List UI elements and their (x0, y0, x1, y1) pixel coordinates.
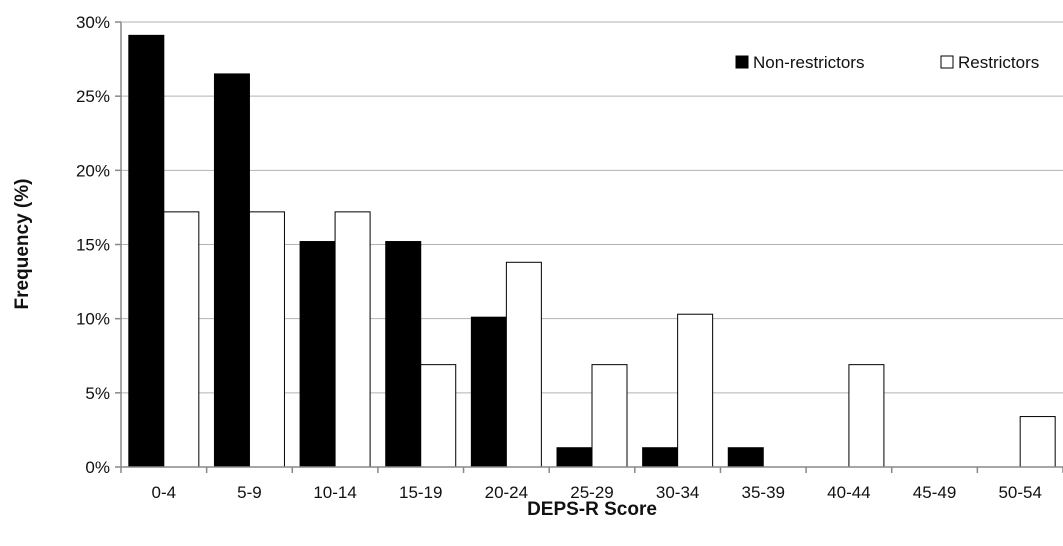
y-tick-label: 10% (76, 310, 110, 329)
x-tick-label: 0-4 (152, 483, 177, 502)
legend-swatch-non-restrictors (735, 55, 749, 69)
x-tick-label: 45-49 (913, 483, 956, 502)
bar-restrictors (334, 211, 371, 468)
x-tick-label: 10-14 (313, 483, 356, 502)
bar-non-restrictors (128, 34, 165, 468)
bar-restrictors (505, 261, 542, 468)
y-tick-label: 15% (76, 236, 110, 255)
legend-label-non-restrictors: Non-restrictors (753, 53, 864, 72)
bar-non-restrictors (642, 447, 679, 468)
x-tick-label: 20-24 (485, 483, 528, 502)
legend: Non-restrictors Restrictors (735, 53, 1039, 72)
x-tick-label: 25-29 (570, 483, 613, 502)
y-tick-label: 0% (85, 458, 110, 477)
bar-non-restrictors (556, 447, 593, 468)
x-tick-label: 35-39 (742, 483, 785, 502)
y-axis-title: Frequency (%) (12, 179, 33, 310)
x-axis-ticks: 0-4 5-9 10-14 15-19 20-24 25-29 30-34 35-39 40-4… (120, 467, 1063, 502)
legend-label-restrictors: Restrictors (958, 53, 1039, 72)
x-tick-label: 30-34 (656, 483, 699, 502)
x-tick-label: 40-44 (827, 483, 870, 502)
bar-restrictors (591, 364, 628, 468)
bar-restrictors (677, 313, 714, 468)
y-axis-ticks: 0% 5% 10% 15% 20% 25% 30% (76, 13, 121, 477)
x-tick-label: 5-9 (237, 483, 262, 502)
bar-restrictors (248, 211, 285, 468)
bars (128, 34, 1056, 468)
bar-non-restrictors (299, 241, 336, 468)
y-tick-label: 5% (85, 384, 110, 403)
bar-restrictors (163, 211, 200, 468)
bar-restrictors (1019, 416, 1056, 468)
bar-non-restrictors (385, 241, 422, 468)
y-tick-label: 25% (76, 87, 110, 106)
x-axis-title: DEPS-R Score (527, 499, 657, 520)
bar-restrictors (848, 364, 885, 468)
bar-non-restrictors (213, 73, 250, 468)
x-tick-label: 15-19 (399, 483, 442, 502)
bar-restrictors (420, 364, 457, 468)
y-tick-label: 20% (76, 161, 110, 180)
x-tick-label: 50-54 (998, 483, 1041, 502)
bar-non-restrictors (470, 316, 507, 468)
y-tick-label: 30% (76, 13, 110, 32)
bar-non-restrictors (727, 447, 764, 468)
legend-swatch-restrictors (940, 55, 954, 69)
